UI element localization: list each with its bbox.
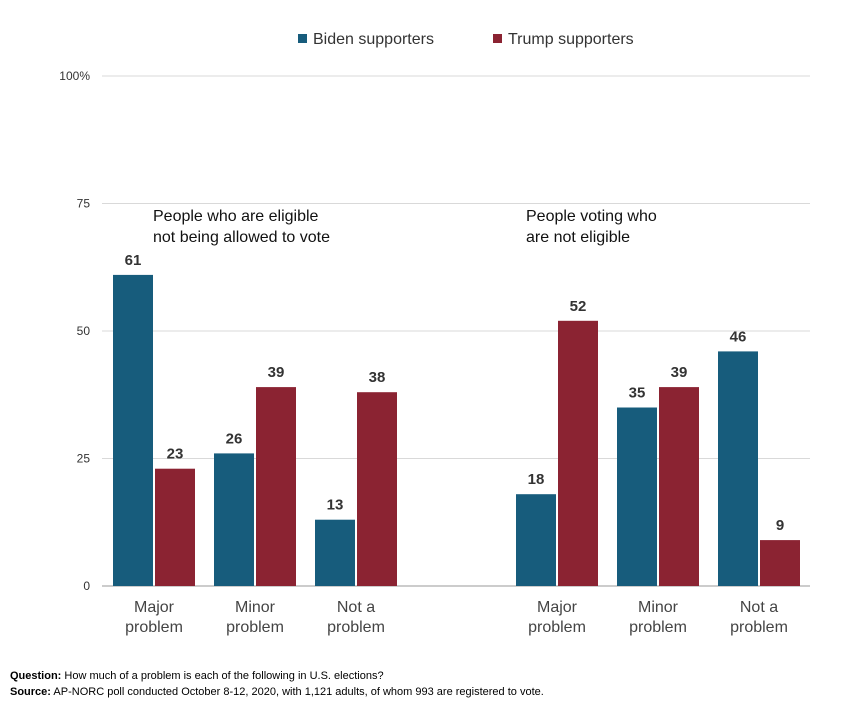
bar-chart: 0 25 50 75 100% Biden supporters Trump support… (59, 31, 810, 636)
x-category-label: Minor (638, 599, 679, 616)
bar-trump (155, 468, 195, 586)
x-category-label: Major (134, 599, 175, 616)
bar-trump (760, 540, 800, 586)
data-label: 52 (570, 298, 587, 315)
data-label: 18 (528, 471, 545, 488)
data-label: 26 (226, 430, 243, 447)
group-title: are not eligible (526, 229, 630, 246)
x-category-label: Not a (740, 599, 778, 616)
source-label: Source: (10, 686, 51, 698)
group-title: People who are eligible (153, 208, 319, 225)
bar-biden (617, 407, 657, 586)
x-category-label: Not a (337, 599, 375, 616)
source-text: AP-NORC poll conducted October 8-12, 202… (50, 686, 544, 698)
bar-biden (718, 351, 758, 586)
legend-swatch-trump (493, 34, 502, 43)
data-label: 39 (671, 364, 688, 381)
y-tick-label: 75 (77, 197, 91, 211)
legend-swatch-biden (298, 34, 307, 43)
bar-biden (113, 274, 153, 586)
legend-label-biden: Biden supporters (313, 31, 434, 48)
x-category-label: problem (629, 619, 687, 636)
bar-trump (659, 387, 699, 586)
question-text: How much of a problem is each of the fol… (61, 670, 384, 682)
y-tick-label: 50 (77, 324, 91, 338)
y-tick-label: 100% (59, 69, 90, 83)
x-category-label: problem (528, 619, 586, 636)
bar-biden (516, 494, 556, 586)
data-label: 46 (730, 328, 747, 345)
bar-trump (256, 387, 296, 586)
data-label: 9 (776, 517, 784, 534)
y-tick-label: 0 (83, 579, 90, 593)
data-label: 13 (327, 497, 344, 514)
x-category-label: problem (730, 619, 788, 636)
data-label: 35 (629, 385, 646, 402)
question-label: Question: (10, 670, 62, 682)
x-category-label: Major (537, 599, 578, 616)
bar-biden (315, 519, 355, 586)
question-footnote: Question: How much of a problem is each … (10, 670, 384, 682)
source-footnote: Source: AP-NORC poll conducted October 8… (10, 686, 544, 698)
y-tick-label: 25 (77, 452, 91, 466)
data-label: 61 (125, 252, 142, 269)
bar-biden (214, 453, 254, 586)
bar-trump (558, 320, 598, 586)
x-category-label: problem (125, 619, 183, 636)
group-title: not being allowed to vote (153, 229, 330, 246)
data-label: 38 (369, 369, 386, 386)
x-category-label: Minor (235, 599, 276, 616)
x-category-label: problem (226, 619, 284, 636)
group-title: People voting who (526, 208, 657, 225)
x-category-label: problem (327, 619, 385, 636)
legend-label-trump: Trump supporters (508, 31, 634, 48)
data-label: 39 (268, 364, 285, 381)
bar-trump (357, 392, 397, 586)
data-label: 23 (167, 446, 184, 463)
